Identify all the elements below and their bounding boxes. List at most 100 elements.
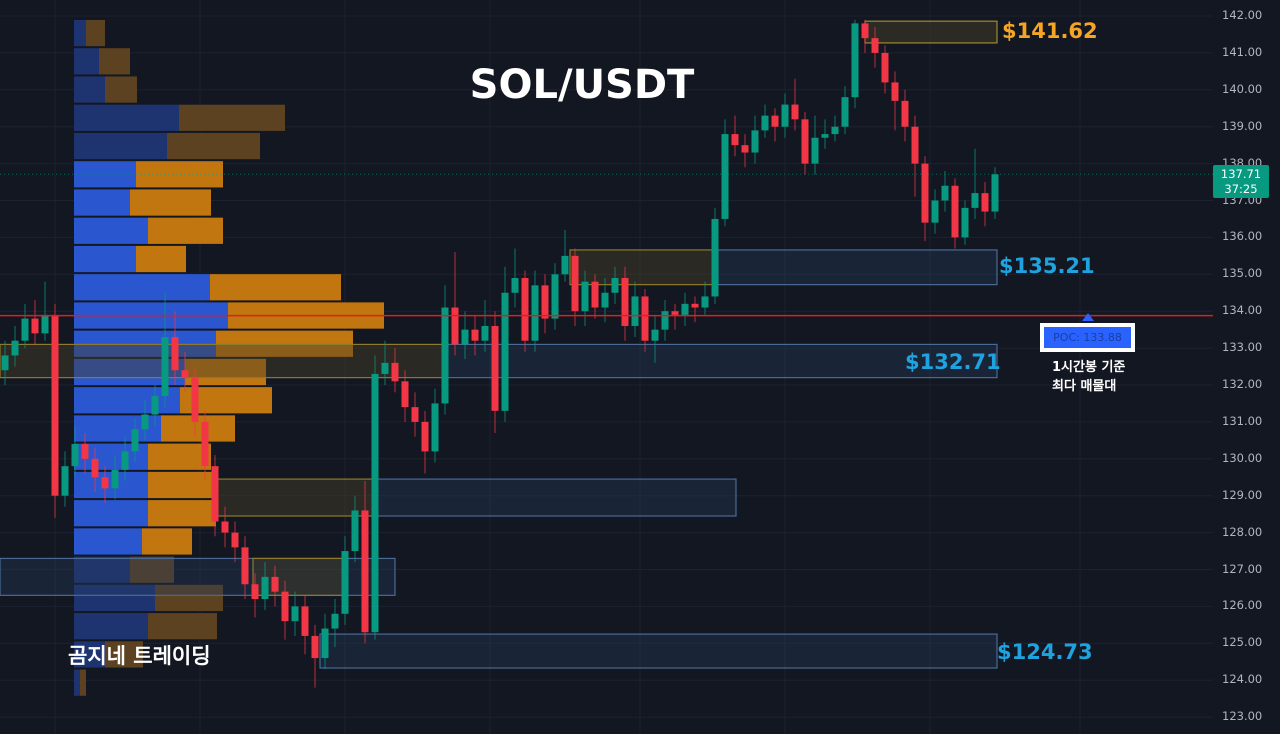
poc-label[interactable]: POC: 133.88	[1040, 323, 1135, 352]
candle-body	[41, 314, 49, 334]
candle-body	[581, 281, 589, 312]
candle-body	[951, 185, 959, 238]
candle-body	[451, 307, 459, 345]
candle-body	[621, 277, 629, 326]
zone-box-olive	[569, 249, 717, 286]
zone-label-124: $124.73	[997, 640, 1093, 664]
candle-body	[281, 591, 289, 622]
volume-profile-up-bar	[74, 19, 86, 47]
candle-body	[301, 606, 309, 636]
axis-tick-label: 135.00	[1222, 266, 1263, 281]
candle-body	[241, 547, 249, 585]
volume-profile-up-bar	[74, 669, 80, 696]
candle-body	[221, 521, 229, 533]
volume-profile-up-bar	[74, 556, 130, 583]
axis-tick-label: 124.00	[1222, 672, 1263, 687]
candle-body	[61, 466, 69, 496]
volume-profile-down-bar	[155, 584, 223, 612]
axis-tick-label: 139.00	[1222, 118, 1263, 133]
candle-body	[31, 318, 39, 334]
candle-body	[631, 296, 639, 326]
axis-tick-label: 129.00	[1222, 487, 1263, 502]
volume-profile-down-bar	[142, 528, 192, 555]
candle-body	[681, 303, 689, 315]
volume-profile-up-bar	[74, 189, 130, 216]
candle-body	[911, 126, 919, 164]
axis-tick-label: 132.00	[1222, 377, 1263, 391]
volume-profile-down-bar	[105, 641, 143, 668]
volume-profile-up-bar	[74, 104, 179, 131]
candle-body	[961, 207, 969, 238]
zone-box-blue	[444, 343, 998, 379]
candle-body	[751, 130, 759, 153]
zone-box-olive	[214, 478, 376, 517]
volume-profile-down-bar	[99, 48, 130, 75]
candle-body	[501, 292, 509, 411]
candle-body	[81, 444, 89, 459]
axis-tick-label: 136.00	[1222, 229, 1263, 244]
candle-body	[381, 362, 389, 374]
candle-body	[971, 193, 979, 208]
candle-body	[141, 414, 149, 430]
candle-body	[101, 477, 109, 489]
axis-tick-label: 131.00	[1222, 413, 1263, 428]
poc-label-text: POC: 133.88	[1044, 327, 1131, 348]
candle-body	[171, 337, 179, 371]
candle-body	[131, 429, 139, 452]
candle-body	[431, 403, 439, 452]
axis-tick-label: 134.00	[1222, 303, 1263, 318]
volume-profile-down-bar	[216, 330, 353, 357]
volume-profile-up-bar	[74, 245, 136, 273]
volume-profile-up-bar	[74, 641, 105, 668]
volume-profile-down-bar	[148, 613, 217, 640]
candle-body	[701, 296, 709, 308]
candle-body	[311, 635, 319, 659]
candle-body	[691, 303, 699, 308]
candle-body	[11, 340, 19, 356]
axis-tick-label: 141.00	[1222, 44, 1263, 59]
volume-profile-up-bar	[74, 330, 216, 357]
candle-body	[671, 311, 679, 315]
current-price: 137.71	[1220, 167, 1262, 181]
candle-body	[841, 97, 849, 127]
candle-body	[411, 407, 419, 422]
volume-profile-down-bar	[148, 471, 215, 499]
candle-body	[1, 355, 9, 371]
candle-body	[831, 126, 839, 135]
candle-body	[471, 329, 479, 341]
candle-body	[591, 281, 599, 308]
candle-body	[481, 325, 489, 341]
zone-box-blue	[717, 249, 998, 286]
candle-body	[231, 532, 239, 548]
zone-label-141: $141.62	[1002, 19, 1098, 43]
volume-profile-up-bar	[74, 48, 99, 75]
candle-body	[771, 115, 779, 127]
candle-body	[921, 163, 929, 223]
candle-body	[461, 329, 469, 345]
candle-body	[661, 311, 669, 330]
candle-body	[331, 613, 339, 629]
candle-body	[871, 38, 879, 53]
axis-tick-label: 123.00	[1222, 709, 1263, 724]
candle-body	[901, 100, 909, 127]
candle-body	[401, 381, 409, 408]
candle-body	[981, 193, 989, 212]
volume-profile-down-bar	[86, 19, 105, 47]
candle-body	[121, 451, 129, 470]
chart-title: SOL/USDT	[469, 62, 695, 108]
volume-profile-up-bar	[74, 613, 148, 640]
candle-body	[721, 134, 729, 219]
candle-body	[201, 421, 209, 467]
axis-tick-label: 128.00	[1222, 524, 1263, 539]
candle-body	[371, 373, 379, 633]
volume-profile-up-bar	[74, 76, 105, 103]
candle-body	[531, 285, 539, 341]
axis-tick-label: 133.00	[1222, 340, 1263, 355]
candle-body	[421, 421, 429, 452]
current-price-tag: 137.71 37:25	[1213, 165, 1269, 198]
volume-profile-down-bar	[130, 556, 174, 583]
volume-profile-down-bar	[130, 189, 211, 216]
candle-body	[651, 329, 659, 341]
poc-note-line2: 최다 매물대	[1052, 379, 1117, 394]
